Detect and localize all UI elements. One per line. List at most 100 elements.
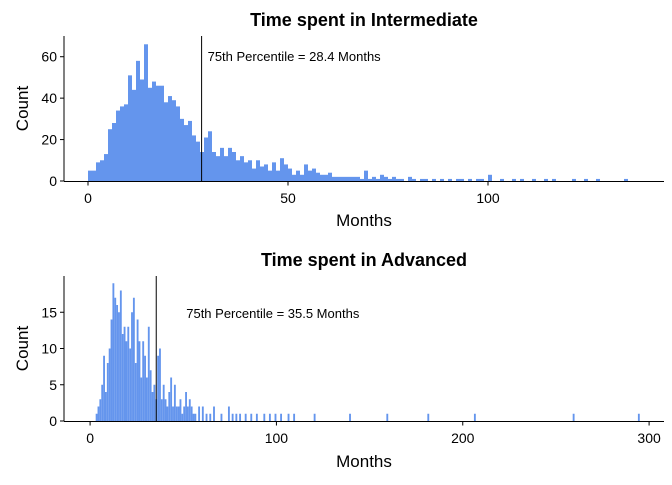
histogram-bar	[96, 162, 100, 181]
histogram-bar	[162, 384, 165, 421]
histogram-bar	[572, 178, 576, 181]
histogram-bar	[108, 129, 112, 181]
histogram-bar	[224, 156, 228, 181]
histogram-bar	[372, 176, 376, 181]
histogram-bar	[280, 158, 284, 181]
histogram-bar	[110, 319, 113, 421]
histogram-bar	[192, 413, 195, 421]
histogram-bar	[112, 123, 116, 181]
histogram-bar	[255, 413, 258, 421]
histogram-bar	[108, 348, 111, 421]
histogram-bar	[134, 363, 137, 421]
histogram-bar	[396, 178, 400, 181]
histogram-bar	[520, 178, 524, 181]
histogram-bar	[138, 341, 141, 421]
histogram-bar	[95, 413, 98, 421]
histogram-bar	[288, 168, 292, 181]
histogram-bar	[328, 172, 332, 181]
histogram-bar	[240, 156, 244, 181]
percentile-annotation: 75th Percentile = 35.5 Months	[186, 306, 360, 321]
histogram-bar	[104, 154, 108, 181]
histogram-bar	[544, 178, 548, 181]
histogram-bar	[120, 106, 124, 181]
histogram-bar	[637, 413, 640, 421]
histogram-bar	[177, 406, 180, 421]
histogram-bar	[156, 85, 160, 181]
histogram-bar	[209, 413, 212, 421]
histogram-bar	[172, 100, 176, 181]
histogram-bar	[252, 168, 256, 181]
histogram-bar	[264, 164, 268, 181]
histogram-bar	[142, 341, 145, 421]
histogram-bar	[92, 170, 96, 181]
histogram-bar	[103, 355, 105, 421]
histogram-bar	[296, 170, 300, 181]
histogram-bar	[312, 168, 316, 181]
histogram-bar	[349, 413, 351, 421]
histogram-bar	[184, 125, 188, 181]
histogram-bar	[101, 384, 104, 421]
histogram-bar	[220, 147, 224, 181]
histogram-bar	[340, 176, 344, 181]
histogram-bar	[320, 174, 324, 181]
histogram-bar	[368, 178, 372, 181]
histogram-bar	[205, 413, 208, 421]
histogram-bar	[173, 384, 176, 421]
histogram-bar	[468, 178, 472, 181]
chart-panel-1: 0 20 40 60 0 50 100 75th Percentile = 28.4 Mont…	[13, 10, 664, 230]
histogram-bar	[145, 377, 148, 421]
histogram-bar	[388, 178, 392, 181]
histogram-bar	[157, 355, 160, 421]
histogram-bar	[427, 413, 430, 421]
histogram-bar	[152, 81, 156, 181]
histogram-bar	[244, 413, 247, 421]
histogram-bar	[129, 348, 132, 421]
histogram-bar	[268, 413, 271, 421]
histogram-bar	[552, 178, 556, 181]
histogram-bar	[106, 363, 109, 421]
histogram-bar	[432, 178, 436, 181]
histogram-bar	[208, 131, 212, 181]
histogram-bar	[300, 174, 304, 181]
histogram-bar	[172, 406, 174, 421]
histogram-bar	[248, 160, 252, 181]
histogram-bar	[168, 392, 171, 421]
histogram-bar	[250, 413, 253, 421]
chart-panel-2: 0 5 10 15 0 100 200 300 75th Percentile = 35.5 M…	[13, 250, 664, 471]
y-tick-label: 15	[41, 304, 57, 320]
histogram-bar	[149, 370, 152, 421]
x-tick-label: 0	[86, 430, 94, 446]
histogram-bar	[236, 160, 240, 181]
histogram-bar	[194, 413, 197, 421]
histogram-bar	[179, 399, 182, 421]
histogram-bar	[228, 147, 232, 181]
histogram-bar	[144, 355, 146, 421]
histogram-bar	[125, 341, 128, 421]
histogram-bar	[376, 178, 380, 181]
histogram-bar	[596, 178, 600, 181]
histogram-bar	[512, 178, 516, 181]
y-tick-label: 40	[41, 90, 57, 106]
histogram-bar	[147, 326, 150, 421]
y-axis-title: Count	[13, 86, 32, 132]
x-tick-label: 100	[265, 430, 289, 446]
histogram-bar	[188, 120, 192, 181]
y-tick-label: 0	[49, 413, 57, 429]
histogram-bar	[488, 174, 492, 181]
histogram-bar	[448, 178, 452, 181]
y-tick-label: 20	[41, 132, 57, 148]
histogram-bar	[97, 406, 100, 421]
histogram-bar	[216, 156, 220, 181]
histogram-bar	[140, 79, 144, 181]
histogram-bar	[400, 178, 404, 181]
histogram-bar	[131, 312, 133, 421]
histogram-bar	[332, 176, 336, 181]
histogram-bar	[220, 413, 223, 421]
histogram-bar	[500, 178, 504, 181]
histogram-bar	[160, 399, 163, 421]
histogram-bar	[572, 413, 575, 421]
histogram-bar	[386, 413, 389, 421]
y-tick-label: 10	[41, 341, 57, 357]
x-tick-label: 0	[84, 190, 92, 206]
